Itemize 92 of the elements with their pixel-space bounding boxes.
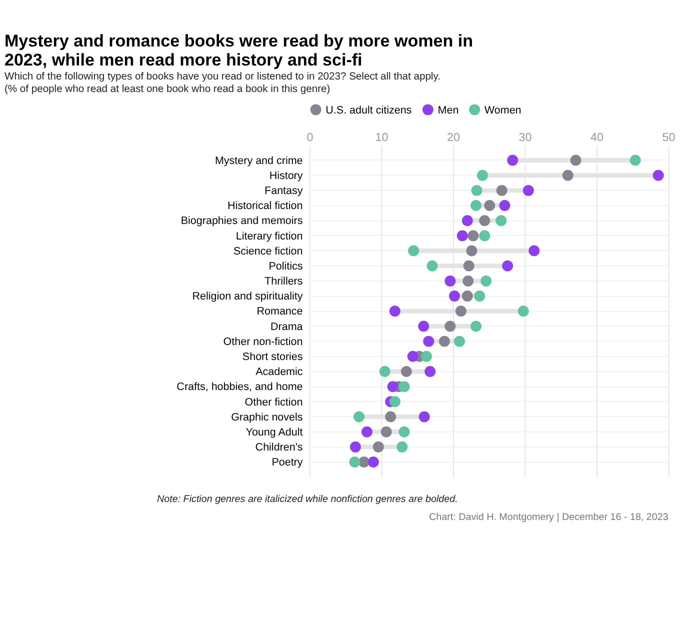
chart-title: Mystery and romance books were read by more women in 2023, while men read more history and sci-fi [4, 31, 473, 70]
point [349, 456, 360, 468]
y-tick-label: Politics [268, 260, 303, 272]
y-tick-label: Other fiction [244, 396, 303, 408]
y-tick-label: Poetry [272, 456, 304, 469]
legend-label: U.S. adult citizens [326, 104, 412, 116]
point [368, 456, 379, 468]
y-tick-label: History [269, 170, 304, 182]
y-tick-label: Crafts, hobbies, and home [176, 381, 303, 394]
point [444, 320, 456, 332]
y-tick-label: Children's [255, 442, 303, 454]
legend-label: Women [484, 104, 522, 116]
x-tick-label: 40 [590, 131, 604, 144]
y-tick-label: Literary fiction [236, 230, 303, 242]
point [470, 320, 482, 332]
point [466, 245, 478, 256]
point [468, 230, 479, 242]
y-tick-label: Mystery and crime [214, 154, 303, 167]
point [424, 366, 436, 377]
point [426, 260, 438, 272]
point [484, 200, 496, 212]
point [652, 170, 664, 181]
legend-label: Men [438, 104, 459, 116]
y-tick-label: Graphic novels [231, 411, 303, 424]
point [462, 290, 473, 302]
point [454, 336, 465, 347]
point [354, 411, 365, 422]
point [387, 381, 398, 392]
y-tick-label: Academic [256, 366, 304, 378]
y-tick-label: Other non-fiction [223, 336, 303, 348]
point [448, 290, 460, 302]
point [518, 306, 529, 317]
point [380, 426, 392, 438]
y-tick-label: Short stories [242, 350, 303, 363]
point [398, 381, 410, 392]
point [385, 411, 396, 422]
point [502, 260, 514, 272]
point [630, 154, 641, 166]
text: Which of the following types of books have you read or listened to in 2023? Select all that apply. (% of people who read at least one book who read a book in this genre) [4, 72, 440, 95]
point [389, 396, 400, 408]
y-tick-label: Historical fiction [227, 200, 303, 212]
point [379, 366, 390, 377]
y-tick-label: Science fiction [233, 245, 303, 258]
point [522, 184, 534, 196]
point [474, 290, 486, 302]
point [456, 230, 468, 242]
point [418, 411, 430, 422]
point [507, 154, 518, 166]
point [396, 441, 408, 452]
y-tick-label: Romance [256, 306, 303, 318]
x-tick-label: 30 [518, 131, 532, 144]
y-tick-label: Drama [270, 320, 303, 333]
point [570, 154, 582, 166]
point [479, 215, 490, 226]
y-tick-label: Religion and spirituality [192, 290, 304, 303]
text: Chart: David H. Montgomery | December 16 - 18, 2023 [429, 512, 669, 524]
y-tick-label: Fantasy [264, 185, 304, 198]
point [420, 350, 432, 362]
y-tick-label: Thrillers [264, 276, 303, 288]
point [499, 200, 510, 212]
point [407, 350, 418, 362]
point [463, 260, 474, 272]
point [562, 170, 574, 181]
point [476, 170, 488, 181]
x-tick-label: 0 [306, 131, 314, 144]
point [361, 426, 372, 438]
point [423, 336, 434, 347]
point [418, 320, 430, 332]
point [398, 426, 410, 438]
x-tick-label: 20 [447, 131, 460, 144]
point [470, 200, 482, 212]
point [479, 230, 490, 242]
point [455, 306, 466, 317]
point [444, 275, 456, 286]
point [350, 441, 361, 452]
point [496, 184, 508, 196]
point [528, 245, 540, 256]
y-tick-label: Young Adult [246, 426, 303, 438]
point [471, 184, 482, 196]
point [480, 275, 492, 286]
point [372, 441, 384, 452]
x-tick-label: 50 [662, 131, 676, 144]
x-tick-label: 10 [375, 131, 389, 144]
point [462, 215, 473, 226]
y-tick-label: Biographies and memoirs [180, 215, 303, 228]
point [496, 215, 507, 226]
point [438, 336, 450, 347]
point [408, 245, 420, 256]
point [400, 366, 412, 377]
point [462, 275, 474, 286]
text: Note: Fiction genres are italicized while nonfiction genres are bolded. [156, 494, 458, 506]
point [389, 306, 400, 317]
